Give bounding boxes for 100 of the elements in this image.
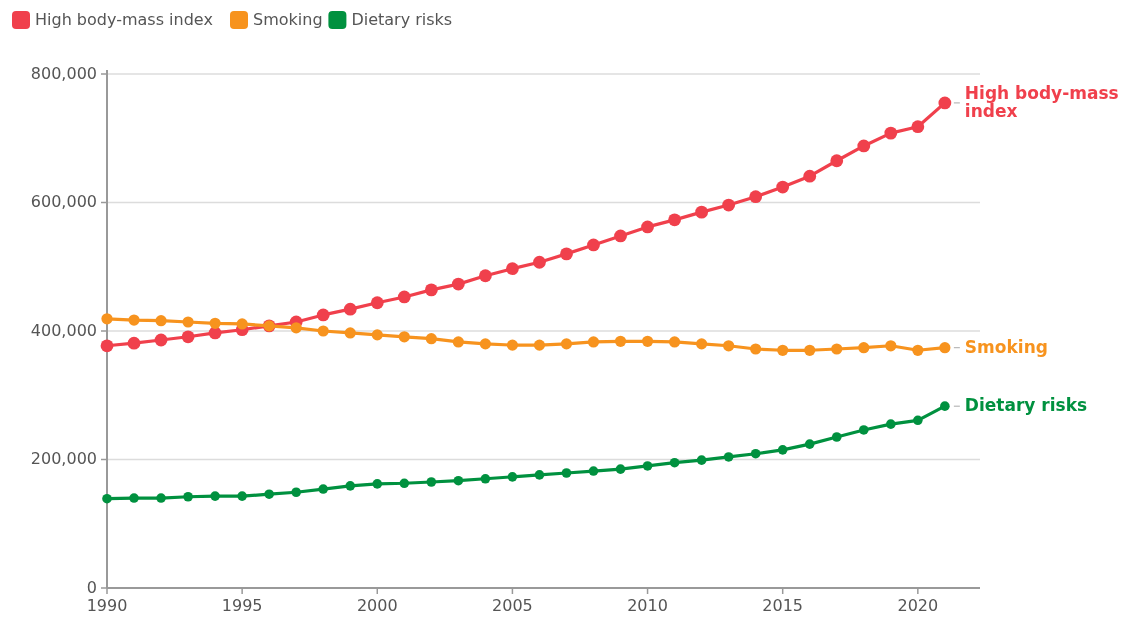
point [507, 472, 518, 482]
point [316, 308, 330, 322]
point [101, 313, 113, 325]
point [939, 342, 951, 354]
point [750, 448, 761, 459]
point [533, 339, 546, 351]
point [777, 445, 788, 455]
text: Dietary risks [964, 395, 1088, 416]
point [129, 493, 139, 503]
y-tick-label: 600,000 [30, 192, 97, 211]
point [614, 229, 627, 243]
point [830, 154, 844, 168]
point [938, 96, 952, 110]
point [668, 213, 681, 227]
point [695, 205, 709, 219]
point [696, 338, 708, 350]
point [885, 340, 897, 352]
point [264, 489, 274, 499]
point [641, 335, 654, 347]
y-tick-label: 0 [86, 577, 97, 597]
point [345, 481, 356, 491]
point [506, 339, 519, 351]
point [154, 333, 168, 347]
point [669, 457, 680, 468]
point [858, 342, 870, 354]
point [804, 344, 816, 356]
point [426, 477, 437, 487]
point [668, 336, 681, 348]
point [182, 316, 194, 328]
point [290, 322, 302, 334]
point [209, 317, 221, 329]
point [506, 262, 519, 276]
point [181, 330, 195, 344]
point [886, 419, 896, 429]
point [480, 473, 491, 484]
point [723, 452, 734, 462]
x-tick-label: 1995 [221, 595, 263, 615]
point [397, 290, 411, 304]
point [615, 464, 626, 474]
y-tick-label: 400,000 [30, 320, 97, 340]
point [804, 439, 815, 449]
point [722, 198, 736, 212]
point [371, 329, 383, 341]
point [587, 238, 600, 252]
x-tick-label: 2015 [762, 595, 804, 615]
point [858, 425, 869, 435]
point [155, 315, 167, 327]
point [913, 415, 923, 426]
point [317, 325, 329, 337]
point [478, 269, 492, 283]
point [940, 401, 950, 411]
point [343, 302, 357, 316]
point [452, 336, 464, 348]
point [641, 220, 654, 234]
x-tick-label: 1990 [86, 595, 128, 615]
point [560, 338, 573, 350]
point [696, 455, 707, 465]
point [479, 338, 491, 350]
point [399, 478, 410, 489]
point [588, 466, 599, 476]
x-tick-label: 2005 [492, 595, 533, 615]
point [750, 343, 762, 355]
legend-label: Dietary risks [351, 9, 453, 29]
point [560, 247, 573, 261]
point [857, 139, 871, 153]
point [561, 468, 572, 478]
legend-label: High body-mass index [35, 9, 213, 29]
y-tick-label: 200,000 [30, 449, 97, 468]
point [156, 493, 166, 503]
x-tick-label: 2010 [627, 595, 668, 615]
point [102, 493, 112, 504]
point [236, 318, 248, 330]
point [831, 343, 843, 355]
point [451, 277, 465, 291]
point [372, 479, 383, 489]
point [534, 470, 545, 480]
point [884, 126, 898, 140]
point [803, 169, 817, 183]
point [453, 475, 464, 486]
point [318, 484, 329, 494]
point [100, 339, 114, 353]
x-tick-label: 2020 [897, 595, 939, 615]
point [533, 255, 546, 269]
point [723, 340, 735, 352]
point [614, 335, 627, 347]
point [127, 336, 141, 350]
point [911, 120, 925, 134]
point [912, 344, 924, 356]
point [642, 461, 653, 471]
point [425, 333, 437, 345]
point [237, 491, 247, 501]
legend-label: Smoking [253, 9, 323, 29]
text: High body-mass index [964, 82, 1119, 121]
point [128, 314, 140, 326]
point [291, 487, 301, 498]
point [210, 491, 220, 501]
text: Smoking [964, 336, 1048, 357]
point [831, 432, 842, 442]
point [777, 344, 789, 356]
point [587, 336, 600, 348]
